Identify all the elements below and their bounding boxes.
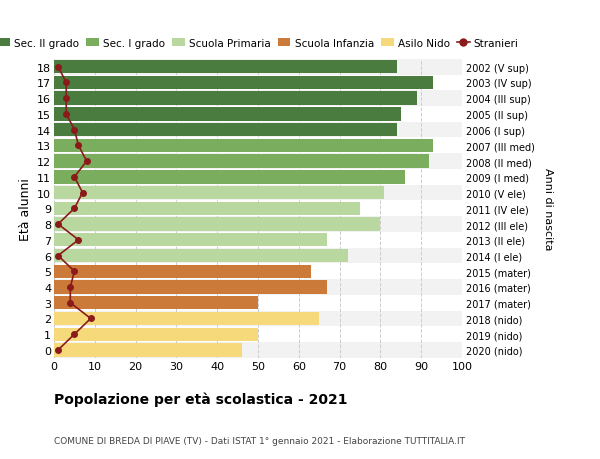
Bar — [54, 264, 462, 280]
Bar — [54, 202, 360, 216]
Text: COMUNE DI BREDA DI PIAVE (TV) - Dati ISTAT 1° gennaio 2021 - Elaborazione TUTTIT: COMUNE DI BREDA DI PIAVE (TV) - Dati IST… — [54, 436, 465, 445]
Bar — [54, 343, 242, 357]
Bar — [54, 265, 311, 278]
Bar — [54, 171, 405, 184]
Bar — [54, 280, 462, 295]
Y-axis label: Età alunni: Età alunni — [19, 178, 32, 240]
Bar — [54, 154, 462, 169]
Bar — [54, 311, 462, 327]
Bar — [54, 328, 258, 341]
Bar — [54, 312, 319, 325]
Legend: Sec. II grado, Sec. I grado, Scuola Primaria, Scuola Infanzia, Asilo Nido, Stran: Sec. II grado, Sec. I grado, Scuola Prim… — [0, 39, 518, 49]
Bar — [54, 60, 462, 75]
Text: Popolazione per età scolastica - 2021: Popolazione per età scolastica - 2021 — [54, 392, 347, 406]
Bar — [54, 92, 417, 106]
Bar — [54, 232, 462, 248]
Y-axis label: Anni di nascita: Anni di nascita — [544, 168, 553, 250]
Bar — [54, 327, 462, 342]
Bar — [54, 218, 380, 231]
Bar — [54, 108, 401, 121]
Bar — [54, 248, 462, 264]
Bar — [54, 217, 462, 232]
Bar — [54, 61, 397, 74]
Bar — [54, 91, 462, 107]
Bar — [54, 297, 258, 310]
Bar — [54, 249, 348, 263]
Bar — [54, 281, 328, 294]
Bar — [54, 138, 462, 154]
Bar — [54, 123, 397, 137]
Bar — [54, 201, 462, 217]
Bar — [54, 342, 462, 358]
Bar — [54, 107, 462, 123]
Bar — [54, 155, 430, 168]
Bar — [54, 295, 462, 311]
Bar — [54, 234, 328, 247]
Bar — [54, 140, 433, 153]
Bar — [54, 185, 462, 201]
Bar — [54, 75, 462, 91]
Bar — [54, 123, 462, 138]
Bar — [54, 77, 433, 90]
Bar — [54, 169, 462, 185]
Bar — [54, 186, 385, 200]
